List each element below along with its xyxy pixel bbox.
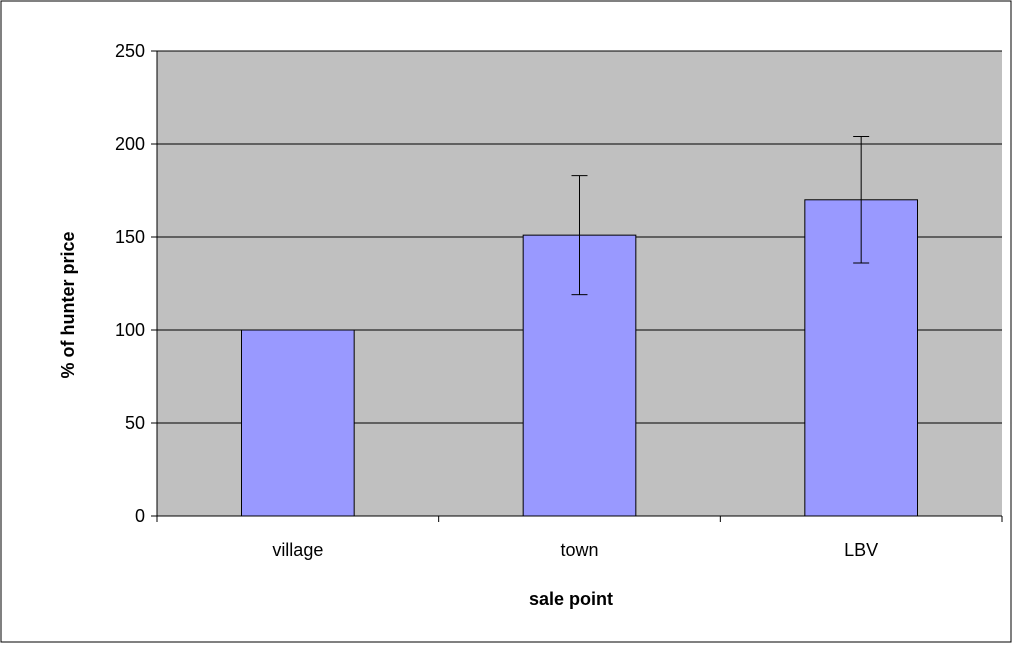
x-axis-title: sale point bbox=[529, 589, 613, 609]
error-bars bbox=[571, 136, 870, 296]
y-tick-label: 150 bbox=[115, 227, 145, 247]
x-tick-label: town bbox=[560, 540, 598, 560]
y-axis-ticks: 0 50 100 150 200 250 bbox=[115, 41, 158, 526]
x-tick-label: LBV bbox=[844, 540, 878, 560]
bar-village bbox=[241, 329, 355, 517]
y-tick-label: 200 bbox=[115, 134, 145, 154]
error-bar-town bbox=[571, 175, 588, 296]
x-tick-label: village bbox=[272, 540, 323, 560]
x-axis: village town LBV bbox=[156, 515, 1003, 560]
y-axis-title: % of hunter price bbox=[58, 231, 78, 378]
y-tick-label: 50 bbox=[125, 413, 145, 433]
error-bar-lbv bbox=[853, 136, 870, 264]
y-tick-label: 250 bbox=[115, 41, 145, 61]
y-tick-label: 0 bbox=[135, 506, 145, 526]
y-tick-label: 100 bbox=[115, 320, 145, 340]
